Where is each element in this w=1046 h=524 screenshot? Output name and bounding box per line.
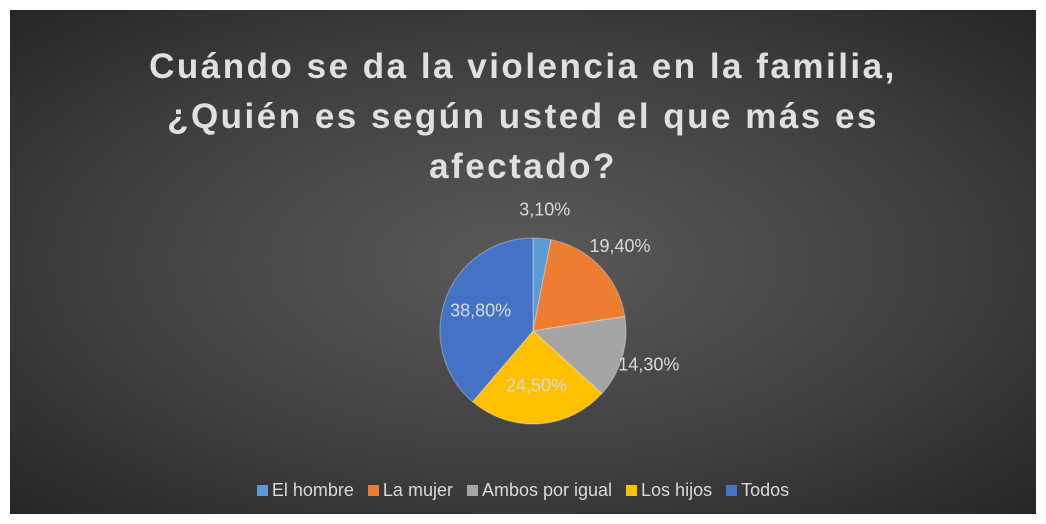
data-label: 24,50%	[506, 375, 567, 395]
pie-slice	[532, 237, 552, 332]
legend-label: La mujer	[382, 480, 453, 500]
pie-slice	[532, 239, 626, 332]
legend-item: Los hijos	[626, 480, 712, 501]
legend-item: El hombre	[256, 480, 354, 501]
legend-swatch	[256, 485, 268, 496]
legend-label: Los hijos	[641, 480, 713, 500]
legend-swatch	[726, 485, 738, 496]
legend-item: Ambos por igual	[466, 480, 613, 501]
legend-label: Todos	[741, 480, 790, 500]
legend-label: El hombre	[271, 480, 354, 500]
legend-item: Todos	[726, 480, 789, 501]
legend-swatch	[466, 485, 478, 496]
chart-title: Cuándo se da la violencia en la familia,…	[149, 47, 897, 186]
legend-label: Ambos por igual	[481, 480, 613, 500]
legend-item: La mujer	[367, 480, 453, 501]
pie-slice	[471, 330, 603, 425]
pie-slice	[531, 315, 627, 395]
data-label: 14,30%	[618, 354, 679, 374]
pie-slice	[439, 237, 534, 403]
data-label: 38,80%	[450, 300, 511, 320]
chart: Cuándo se da la violencia en la familia,…	[10, 10, 1036, 514]
legend-swatch	[367, 485, 379, 496]
legend: El hombre La mujer Ambos por igual Los hijo…	[10, 480, 1036, 501]
data-label: 3,10%	[519, 199, 570, 219]
plot: 3,10% 19,40% 14,30% 24,50% 38,80%	[439, 199, 679, 425]
data-label: 19,40%	[589, 236, 650, 256]
legend-swatch	[626, 485, 638, 496]
